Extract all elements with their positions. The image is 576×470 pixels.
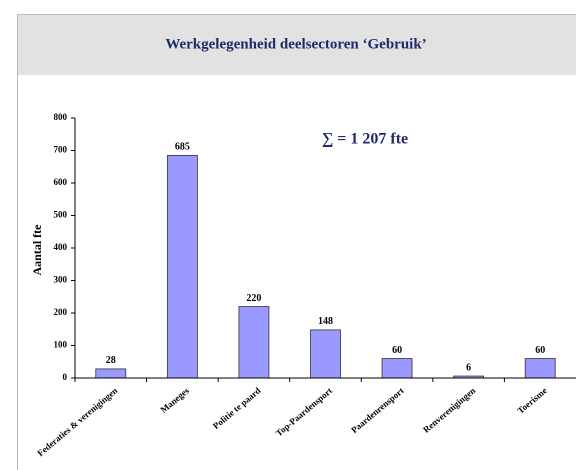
annotation: ∑ = 1 207 fte [322, 131, 408, 148]
frame [17, 14, 576, 470]
bar [524, 358, 556, 379]
bar [381, 358, 413, 379]
value-label: 685 [175, 142, 190, 153]
bar [95, 368, 127, 379]
chart-title: Werkgelegenheid deelsectoren ‘Gebruik’ [165, 36, 426, 52]
y-tick-label: 100 [54, 340, 68, 350]
bar [310, 329, 341, 379]
header-band [18, 15, 576, 75]
bar [238, 306, 270, 379]
value-label: 6 [466, 362, 471, 373]
y-tick-label: 800 [54, 112, 68, 122]
y-axis-label: Aantal fte [30, 224, 44, 276]
bar [166, 154, 198, 379]
value-label: 60 [392, 345, 402, 356]
y-tick-label: 0 [63, 372, 68, 382]
value-label: 220 [246, 293, 261, 304]
y-tick-label: 700 [54, 145, 68, 155]
y-tick-label: 300 [54, 275, 68, 285]
y-tick-label: 400 [54, 242, 68, 252]
y-tick-label: 200 [54, 307, 68, 317]
y-tick-label: 600 [54, 177, 68, 187]
value-label: 148 [318, 316, 333, 327]
y-tick-label: 500 [54, 210, 68, 220]
value-label: 28 [106, 355, 116, 366]
value-label: 60 [535, 345, 545, 356]
